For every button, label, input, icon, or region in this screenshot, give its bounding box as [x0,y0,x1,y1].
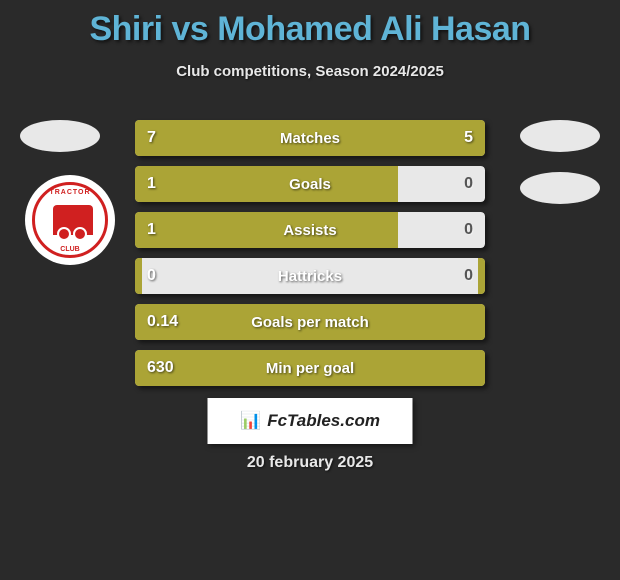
player-left-badge-placeholder [20,120,100,152]
stat-label: Goals per match [135,304,485,340]
stats-bars: 75Matches 10Goals 10Assists 00Hattricks 0.14… [135,120,485,396]
footer-date: 20 february 2025 [0,454,620,472]
tractor-club-logo: TRACTOR CLUB [32,182,108,258]
stat-bar-assists: 10Assists [135,212,485,248]
tractor-wheel-icon [73,227,87,241]
logo-text-top: TRACTOR [35,189,105,196]
player-right-badge-placeholder [520,120,600,152]
comparison-subtitle: Club competitions, Season 2024/2025 [0,63,620,80]
stat-label: Goals [135,166,485,202]
stat-bar-matches: 75Matches [135,120,485,156]
stat-bar-goals-per-match: 0.14Goals per match [135,304,485,340]
chart-icon: 📊 [240,411,261,431]
stat-label: Min per goal [135,350,485,386]
stat-bar-hattricks: 00Hattricks [135,258,485,294]
team-right-badge-placeholder [520,172,600,204]
watermark-text: FcTables.com [267,411,380,431]
stat-label: Hattricks [135,258,485,294]
stat-bar-min-per-goal: 630Min per goal [135,350,485,386]
comparison-title: Shiri vs Mohamed Ali Hasan [0,0,620,49]
tractor-wheel-icon [57,227,71,241]
stat-label: Matches [135,120,485,156]
team-left-logo: TRACTOR CLUB [25,175,115,265]
logo-text-bottom: CLUB [35,246,105,253]
stat-bar-goals: 10Goals [135,166,485,202]
stat-label: Assists [135,212,485,248]
fctables-watermark: 📊 FcTables.com [208,398,413,444]
